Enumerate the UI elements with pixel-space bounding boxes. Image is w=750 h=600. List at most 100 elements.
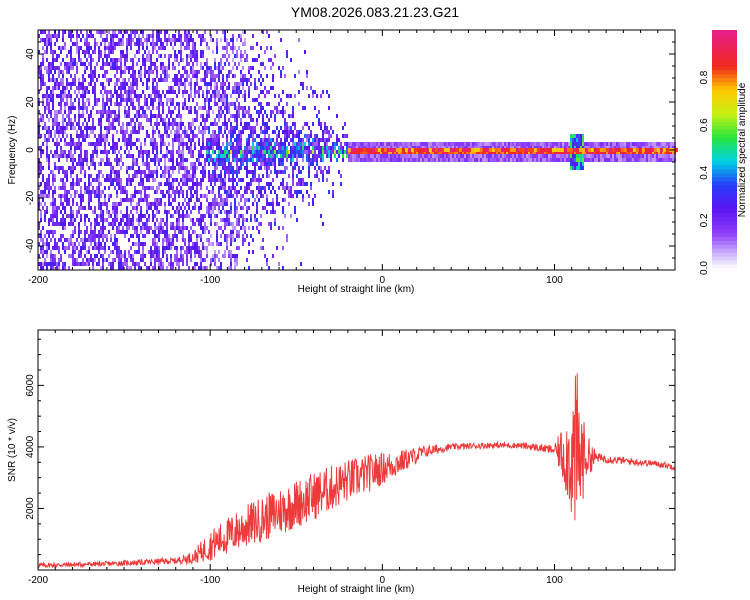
heatmap-cell <box>118 30 120 34</box>
heatmap-cell <box>156 58 158 62</box>
heatmap-cell <box>54 118 56 122</box>
heatmap-cell <box>174 134 176 138</box>
heatmap-cell <box>180 82 182 86</box>
heatmap-cell <box>78 86 80 90</box>
heatmap-cell <box>78 134 80 138</box>
heatmap-cell <box>288 174 290 178</box>
heatmap-cell <box>200 254 202 258</box>
heatmap-cell <box>202 146 204 150</box>
heatmap-cell <box>468 158 470 162</box>
heatmap-cell <box>202 194 204 198</box>
heatmap-cell <box>232 150 234 154</box>
heatmap-cell <box>146 150 148 154</box>
heatmap-cell <box>318 138 320 142</box>
heatmap-cell <box>272 202 274 206</box>
heatmap-cell <box>176 122 178 126</box>
heatmap-cell <box>174 254 176 258</box>
heatmap-cell <box>312 150 314 154</box>
heatmap-cell <box>88 250 90 254</box>
heatmap-cell <box>460 142 462 146</box>
heatmap-cell <box>376 158 378 162</box>
heatmap-cell <box>142 254 144 258</box>
heatmap-cell <box>564 158 566 162</box>
heatmap-cell <box>256 158 258 162</box>
heatmap-cell <box>76 70 78 74</box>
heatmap-cell <box>246 142 248 146</box>
heatmap-cell <box>78 222 80 226</box>
heatmap-cell <box>282 114 284 118</box>
heatmap-cell <box>210 182 212 186</box>
heatmap-cell <box>306 122 308 126</box>
heatmap-cell <box>396 154 398 158</box>
heatmap-cell <box>46 90 48 94</box>
heatmap-cell <box>616 154 618 158</box>
heatmap-cell <box>220 114 222 118</box>
heatmap-cell <box>258 54 260 58</box>
heatmap-cell <box>60 138 62 142</box>
heatmap-cell <box>62 86 64 90</box>
heatmap-cell <box>522 154 524 158</box>
heatmap-cell <box>84 262 86 266</box>
heatmap-cell <box>440 142 442 146</box>
heatmap-cell <box>76 86 78 90</box>
heatmap-cell <box>262 186 264 190</box>
heatmap-cell <box>198 206 200 210</box>
heatmap-cell <box>82 162 84 166</box>
heatmap-cell <box>46 58 48 62</box>
heatmap-cell <box>146 210 148 214</box>
heatmap-cell <box>130 90 132 94</box>
heatmap-cell <box>224 250 226 254</box>
heatmap-cell <box>56 114 58 118</box>
heatmap-cell <box>248 242 250 246</box>
heatmap-cell <box>132 82 134 86</box>
heatmap-cell <box>162 62 164 66</box>
heatmap-cell <box>122 98 124 102</box>
heatmap-cell <box>236 106 238 110</box>
heatmap-cell <box>116 58 118 62</box>
heatmap-cell <box>270 226 272 230</box>
heatmap-cell <box>130 210 132 214</box>
heatmap-cell <box>320 122 322 126</box>
heatmap-cell <box>84 42 86 46</box>
heatmap-cell <box>148 58 150 62</box>
heatmap-cell <box>218 206 220 210</box>
heatmap-cell <box>38 134 40 138</box>
heatmap-cell <box>474 154 476 158</box>
heatmap-cell <box>108 98 110 102</box>
heatmap-cell <box>46 146 48 150</box>
heatmap-cell <box>316 114 318 118</box>
heatmap-cell <box>98 182 100 186</box>
heatmap-cell <box>196 178 198 182</box>
heatmap-cell <box>194 182 196 186</box>
heatmap-cell <box>200 78 202 82</box>
heatmap-cell <box>78 142 80 146</box>
heatmap-cell <box>70 82 72 86</box>
heatmap-cell <box>50 254 52 258</box>
heatmap-cell <box>184 102 186 106</box>
heatmap-cell <box>120 30 122 34</box>
heatmap-cell <box>80 154 82 158</box>
heatmap-cell <box>646 154 648 158</box>
heatmap-cell <box>284 138 286 142</box>
heatmap-cell <box>82 238 84 242</box>
heatmap-cell <box>286 234 288 238</box>
heatmap-cell <box>108 46 110 50</box>
heatmap-cell <box>552 142 554 146</box>
heatmap-cell <box>448 142 450 146</box>
heatmap-cell <box>502 142 504 146</box>
heatmap-cell <box>172 262 174 266</box>
heatmap-cell <box>40 38 42 42</box>
heatmap-cell <box>262 90 264 94</box>
heatmap-cell <box>90 174 92 178</box>
heatmap-cell <box>58 30 60 34</box>
heatmap-cell <box>310 162 312 166</box>
heatmap-cell <box>186 134 188 138</box>
heatmap-cell <box>164 202 166 206</box>
heatmap-cell <box>102 134 104 138</box>
heatmap-cell <box>360 154 362 158</box>
heatmap-cell <box>216 142 218 146</box>
heatmap-cell <box>208 102 210 106</box>
heatmap-cell <box>160 38 162 42</box>
heatmap-cell <box>50 230 52 234</box>
heatmap-cell <box>256 42 258 46</box>
